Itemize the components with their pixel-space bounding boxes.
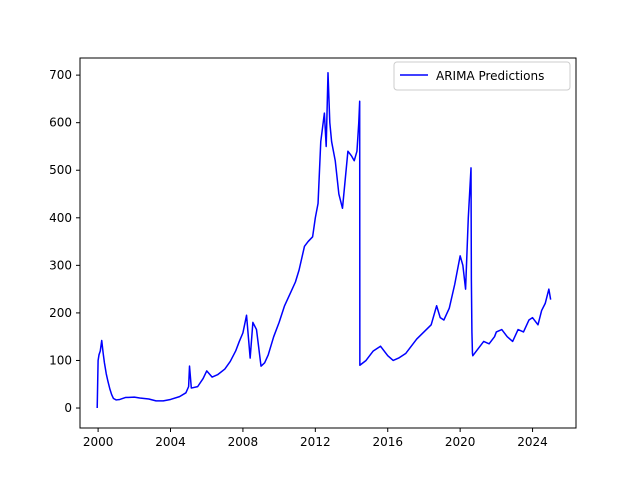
x-tick-label: 2004 xyxy=(155,435,186,449)
x-tick-label: 2008 xyxy=(228,435,259,449)
y-tick-label: 400 xyxy=(49,211,72,225)
x-tick-label: 2016 xyxy=(372,435,403,449)
legend-box xyxy=(393,61,571,91)
plot-area-frame xyxy=(79,57,577,429)
legend: ARIMA Predictions xyxy=(393,61,571,91)
series-line-0 xyxy=(96,71,552,409)
y-axis: 0 100 200 300 400 500 600 700 xyxy=(49,68,80,415)
y-tick-label: 100 xyxy=(49,353,72,367)
x-tick-label: 2024 xyxy=(517,435,548,449)
y-tick-label: 600 xyxy=(49,116,72,130)
x-tick-label: 2000 xyxy=(83,435,114,449)
legend-label-arima-predictions: ARIMA Predictions xyxy=(436,69,544,83)
x-tick-label: 2012 xyxy=(300,435,331,449)
x-tick-label: 2020 xyxy=(445,435,476,449)
x-axis: 2000 2004 2008 2012 2016 2020 2024 xyxy=(83,428,548,449)
y-tick-label: 200 xyxy=(49,306,72,320)
y-tick-label: 500 xyxy=(49,163,72,177)
y-tick-label: 0 xyxy=(64,401,72,415)
y-tick-label: 700 xyxy=(49,68,72,82)
y-tick-label: 300 xyxy=(49,258,72,272)
